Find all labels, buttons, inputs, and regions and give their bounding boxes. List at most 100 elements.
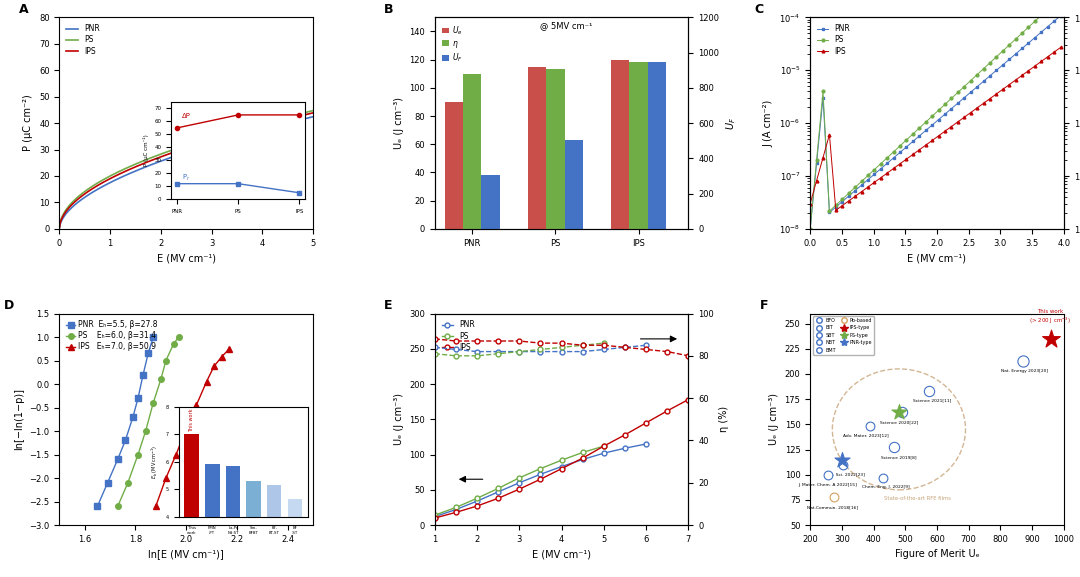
PS [829, 202, 842, 209]
PS [307, 107, 320, 114]
IPS [849, 193, 862, 200]
IPS   Eₕ=7.0, β=50.9 [215, 353, 228, 360]
IPS [804, 200, 816, 207]
Line: IPS   Eₕ=7.0, β=50.9: IPS Eₕ=7.0, β=50.9 [153, 346, 232, 509]
PS [208, 133, 221, 140]
IPS [875, 174, 888, 181]
IPS   Eₕ=7.0, β=50.9 [222, 345, 235, 352]
IPS [919, 142, 932, 149]
PS [810, 156, 823, 163]
PNR [804, 226, 816, 233]
IPS [577, 455, 590, 462]
IPS [880, 170, 893, 177]
IPS [491, 495, 504, 502]
PNR [203, 141, 216, 148]
IPS [810, 177, 823, 184]
PS [267, 117, 280, 123]
IPS [203, 137, 216, 144]
Bar [528, 67, 546, 229]
IPS [307, 110, 320, 117]
PS    Eₕ=6.0, β=31.4 [121, 479, 134, 486]
PNR [951, 100, 964, 107]
Text: C: C [754, 3, 764, 16]
IPS [862, 183, 875, 190]
Line: IPS: IPS [809, 46, 1062, 212]
Line: PS: PS [432, 444, 606, 518]
IPS [1048, 48, 1061, 55]
PS [283, 113, 296, 120]
PS    Eₕ=6.0, β=31.4 [147, 399, 160, 406]
Bar [546, 69, 565, 229]
Legend: PNR, PS, IPS: PNR, PS, IPS [438, 317, 478, 355]
IPS [267, 119, 280, 126]
PNR [471, 497, 484, 504]
PNR [875, 165, 888, 172]
PNR [823, 209, 836, 216]
PNR [1035, 29, 1048, 36]
IPS [836, 202, 849, 209]
Line: IPS: IPS [59, 113, 313, 227]
Bar [463, 74, 482, 229]
PS [823, 208, 836, 215]
PNR [810, 160, 823, 167]
IPS [829, 207, 842, 213]
IPS [958, 114, 971, 121]
PS [875, 160, 888, 167]
PNR  Eₕ=5.5, β=27.8 [119, 437, 132, 444]
PS    Eₕ=6.0, β=31.4 [111, 503, 124, 509]
PS [1048, 0, 1061, 7]
IPS [997, 86, 1010, 93]
PS [990, 54, 1003, 61]
X-axis label: E (MV cm⁻¹): E (MV cm⁻¹) [532, 549, 591, 559]
PNR  Eₕ=5.5, β=27.8 [91, 503, 104, 509]
Text: Science 2020[22]: Science 2020[22] [880, 420, 918, 424]
PNR [1009, 51, 1022, 58]
Text: Adv. Mater. 2023[12]: Adv. Mater. 2023[12] [842, 433, 889, 437]
PS    Eₕ=6.0, β=31.4 [154, 376, 167, 383]
PS [971, 71, 984, 78]
IPS [1035, 58, 1048, 65]
Text: J. Mater. Chem. A 2022[15]: J. Mater. Chem. A 2022[15] [798, 483, 856, 487]
PNR [267, 123, 280, 130]
Bar [482, 175, 500, 229]
IPS [842, 197, 855, 204]
Text: Nat. Energy 2023[20]: Nat. Energy 2023[20] [1001, 369, 1048, 373]
PS [577, 449, 590, 456]
IPS [1015, 72, 1028, 79]
X-axis label: Figure of Merit Uₑ: Figure of Merit Uₑ [894, 549, 980, 559]
PS [919, 119, 932, 126]
PNR [913, 133, 926, 140]
PNR [204, 141, 217, 148]
IPS   Eₕ=7.0, β=50.9 [200, 378, 213, 385]
PNR [555, 463, 568, 470]
PNR [939, 111, 951, 118]
PS [868, 166, 881, 173]
Point [1042, 334, 1059, 343]
Bar [565, 140, 583, 229]
PS [449, 504, 462, 511]
IPS [283, 115, 296, 122]
PNR [926, 122, 939, 129]
PNR [619, 445, 632, 452]
PS [939, 101, 951, 108]
PS [951, 89, 964, 96]
PS [913, 125, 926, 132]
Line: PS: PS [809, 0, 1062, 230]
Point [886, 443, 903, 452]
Point [819, 470, 836, 479]
PS [984, 59, 997, 66]
Text: E: E [384, 299, 392, 312]
Point [1014, 356, 1031, 365]
PS    Eₕ=6.0, β=31.4 [160, 357, 173, 364]
IPS [932, 132, 945, 139]
IPS [868, 179, 881, 186]
IPS [208, 136, 221, 143]
PNR [597, 449, 610, 456]
PS [880, 154, 893, 161]
Legend: PNR, PS, IPS: PNR, PS, IPS [64, 21, 103, 59]
PNR [997, 61, 1010, 68]
PS [1028, 18, 1041, 25]
IPS [926, 137, 939, 144]
IPS [681, 396, 694, 403]
PNR [984, 72, 997, 79]
